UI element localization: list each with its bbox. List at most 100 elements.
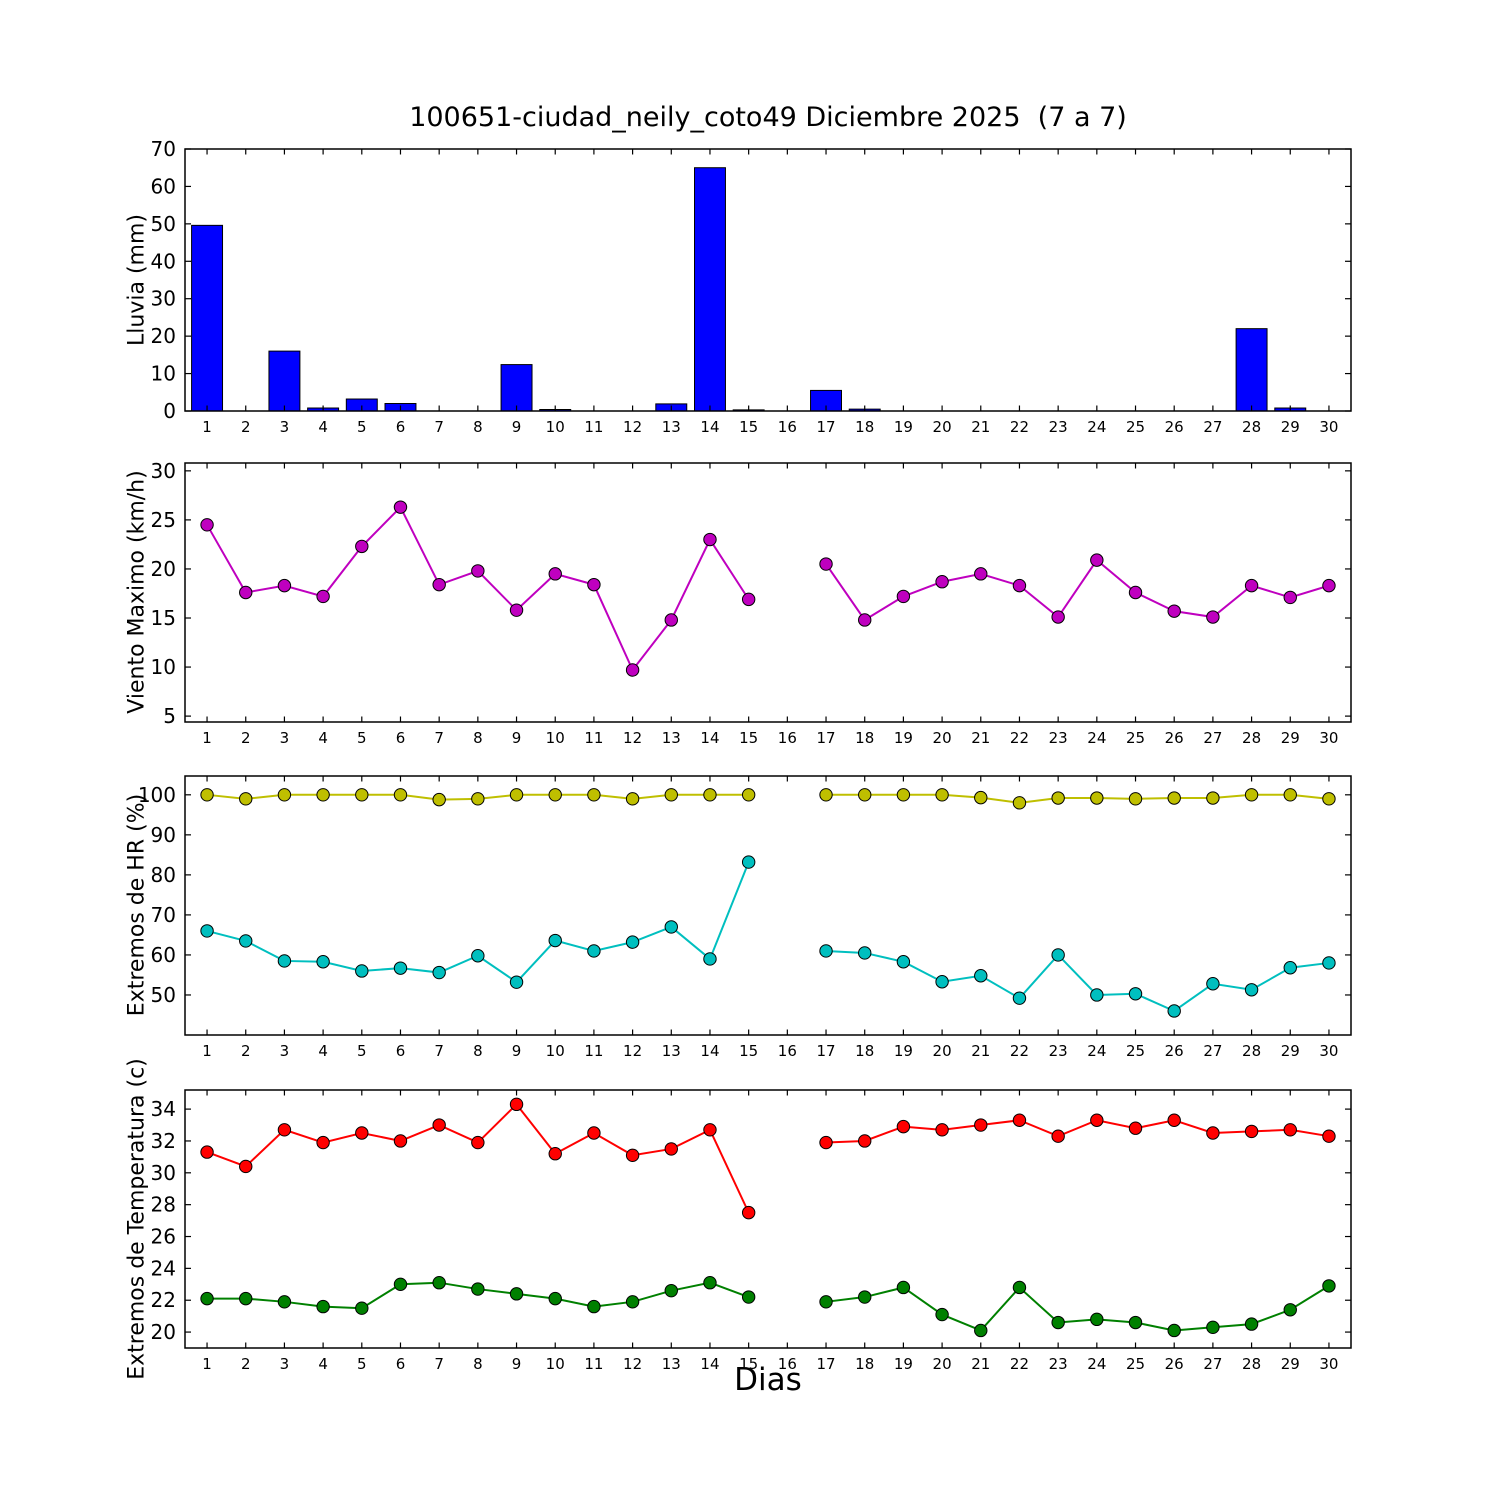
hr-minima-marker [1128,987,1143,1001]
temperatura-maxima-marker [1283,1123,1297,1137]
hr-maxima-marker [471,792,485,806]
viento-maximo-marker [1128,585,1143,600]
x-tick-label: 8 [473,729,483,747]
x-tick-label: 16 [778,418,797,436]
temperatura-minima-marker [1283,1303,1297,1317]
axes-frame [184,462,1352,723]
viento-maximo-marker [935,575,949,589]
ylabel-viento: Viento Maximo (km/h) [124,470,150,714]
x-tick-label: 12 [623,1355,642,1373]
hr-maxima-marker [509,788,524,802]
hr-maxima-marker [1051,791,1065,805]
temperatura-maxima-marker [393,1134,408,1148]
x-tick-label: 17 [816,1042,835,1060]
x-tick-label: 8 [473,418,483,436]
x-tick-label: 19 [894,729,913,747]
hr-maxima-marker [316,788,330,802]
hr-minima-marker [858,946,872,960]
viento-maximo-marker [1322,578,1336,593]
temperatura-maxima-marker [819,1135,833,1150]
x-tick-label: 17 [816,729,835,747]
x-tick-label: 29 [1281,1355,1300,1373]
x-tick-label: 6 [396,1355,406,1373]
figure-title: 100651-ciudad_neily_coto49 Diciembre 202… [409,102,1127,133]
hr-minima-marker [896,955,911,969]
temperatura-maxima-marker [432,1118,446,1132]
y-tick-label: 10 [151,362,176,386]
temperatura-minima-marker [471,1282,485,1296]
x-tick-label: 22 [1010,1042,1029,1060]
x-tick-label: 15 [739,1355,758,1373]
x-tick-label: 9 [512,729,522,747]
hr-minima-marker [355,964,369,978]
x-tick-label: 29 [1281,418,1300,436]
x-tick-label: 27 [1203,1355,1222,1373]
x-tick-label: 21 [971,1042,990,1060]
x-tick-label: 28 [1242,1042,1261,1060]
hr-minima-marker [1322,956,1336,970]
x-tick-label: 24 [1087,1042,1106,1060]
hr-minima-marker [1012,991,1027,1005]
viento-maximo-marker [974,567,988,581]
temperatura-maxima-marker [935,1123,949,1137]
y-tick-label: 0 [163,399,176,423]
x-tick-label: 28 [1242,729,1261,747]
temperatura-maxima-line [206,1102,750,1214]
temperatura-minima-marker [316,1299,330,1314]
x-tick-label: 4 [318,729,328,747]
x-tick-label: 26 [1165,1355,1184,1373]
temperatura-maxima-marker [277,1123,292,1137]
y-tick-label: 28 [151,1193,176,1217]
hr-minima-marker [703,952,717,966]
x-tick-label: 29 [1281,1042,1300,1060]
x-tick-label: 10 [546,1355,565,1373]
x-tick-label: 24 [1087,418,1106,436]
x-tick-label: 18 [855,1355,874,1373]
x-tick-label: 1 [202,418,212,436]
viento-maximo-marker [548,567,562,581]
x-tick-label: 4 [318,1355,328,1373]
hr-maxima-marker [1012,796,1027,810]
x-tick-label: 22 [1010,729,1029,747]
x-tick-label: 21 [971,729,990,747]
hr-maxima-marker [741,788,756,802]
y-tick-label: 22 [151,1288,176,1312]
temperatura-minima-marker [1322,1279,1336,1293]
hr-minima-marker [625,935,640,949]
hr-maxima-marker [1322,792,1336,806]
y-tick-label: 50 [151,983,176,1007]
viento-maximo-marker [625,663,640,677]
temperatura-maxima-marker [548,1147,562,1161]
x-tick-label: 20 [933,1355,952,1373]
y-tick-label: 50 [151,212,176,236]
temperatura-minima-marker [548,1291,562,1306]
temperatura-minima-marker [1244,1317,1259,1331]
x-tick-label: 21 [971,418,990,436]
temperatura-maxima-marker [625,1148,640,1163]
x-tick-label: 11 [584,418,603,436]
hr-maxima-marker [1128,792,1143,806]
hr-minima-marker [548,933,562,948]
y-tick-label: 15 [151,606,176,630]
hr-maxima-marker [625,792,640,806]
y-tick-label: 32 [151,1129,176,1153]
viento-maximo-marker [587,577,601,592]
y-tick-label: 20 [151,324,176,348]
viento-maximo-line [825,558,1330,622]
hr-minima-marker [1167,1004,1181,1018]
y-tick-label: 30 [151,459,176,483]
x-tick-label: 13 [662,1355,681,1373]
temperatura-maxima-marker [355,1126,369,1140]
hr-maxima-marker [1206,791,1220,805]
subplot-hr-maxima: 1 2 3 4 5 6 7 8 9 10 11 12 13 14 15 16 17 18 19 20 21 22 23 24 2… [138,775,1352,1060]
temperatura-minima-marker [625,1295,640,1309]
hr-minima-marker [1206,977,1220,991]
temperatura-maxima-marker [1206,1126,1220,1140]
x-tick-label: 14 [700,1042,719,1060]
hr-maxima-marker [548,788,562,802]
x-tick-label: 18 [855,418,874,436]
subplot-temperatura-maxima: 1 2 3 4 5 6 7 8 9 10 11 12 13 14 15 16 17 18 19 20 21 22 23 24 2… [151,1089,1352,1373]
hr-minima-marker [664,920,678,934]
viento-maximo-marker [277,578,292,593]
subplot-viento-maximo: 1 2 3 4 5 6 7 8 9 10 11 12 13 14 15 16 17 18 19 20 21 22 23 24 2… [151,459,1352,747]
